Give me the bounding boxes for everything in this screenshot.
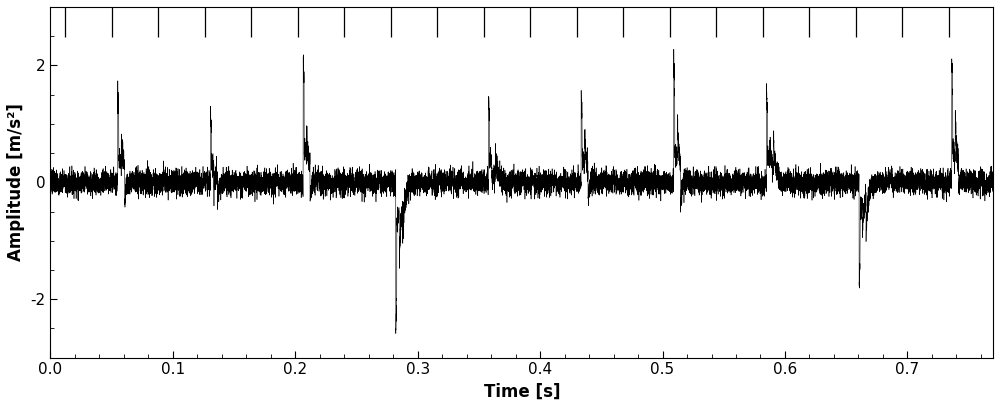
Y-axis label: Amplitude [m/s²]: Amplitude [m/s²] xyxy=(7,103,25,261)
X-axis label: Time [s]: Time [s] xyxy=(484,383,560,401)
